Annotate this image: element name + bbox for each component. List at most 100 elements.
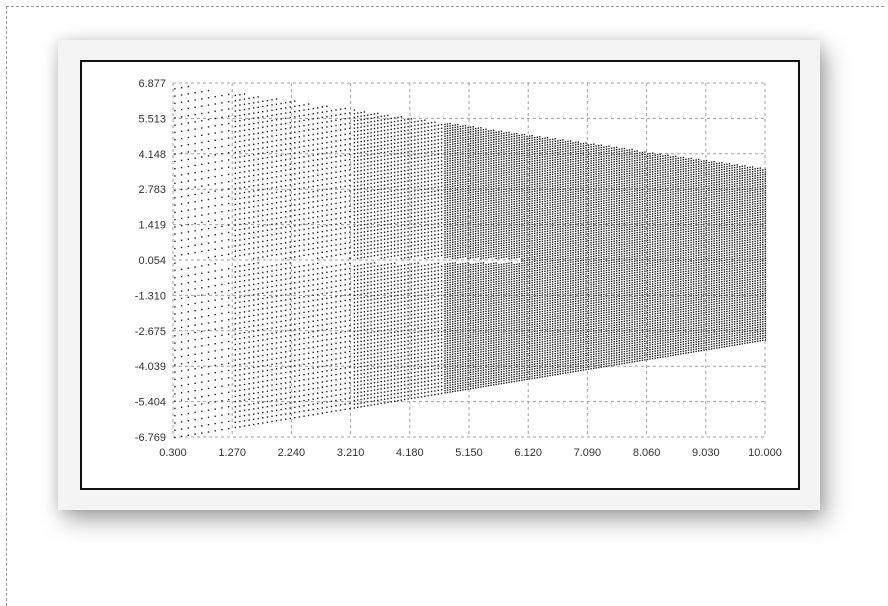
data-point	[431, 365, 432, 366]
data-point	[407, 351, 408, 352]
data-point	[460, 173, 461, 174]
data-point	[381, 239, 382, 240]
data-point	[384, 250, 385, 251]
data-point	[228, 355, 229, 356]
data-point	[404, 148, 405, 149]
data-point	[340, 233, 341, 234]
data-point	[441, 280, 442, 281]
data-point	[357, 254, 358, 255]
data-point	[364, 159, 365, 160]
data-point	[462, 368, 463, 369]
data-point	[208, 141, 209, 142]
data-point	[317, 304, 318, 305]
data-point	[452, 169, 453, 170]
data-point	[401, 367, 402, 368]
data-point	[377, 298, 378, 299]
data-point	[194, 288, 195, 289]
data-point	[421, 215, 422, 216]
data-point	[449, 214, 450, 215]
data-point	[460, 301, 461, 302]
data-point	[285, 170, 286, 171]
data-point	[322, 112, 323, 113]
data-point	[374, 382, 375, 383]
data-point	[434, 372, 435, 373]
data-point	[381, 163, 382, 164]
data-point	[417, 161, 418, 162]
data-point	[294, 163, 295, 164]
data-point	[244, 399, 245, 400]
data-point	[391, 343, 392, 344]
data-point	[367, 307, 368, 308]
data-point	[267, 416, 268, 417]
data-point	[313, 196, 314, 197]
data-point	[414, 230, 415, 231]
data-point	[417, 270, 418, 271]
data-point	[313, 378, 314, 379]
data-point	[421, 305, 422, 306]
data-point	[201, 229, 202, 230]
data-point	[411, 151, 412, 152]
data-point	[411, 194, 412, 195]
data-point	[441, 277, 442, 278]
data-point	[299, 136, 300, 137]
data-point	[449, 324, 450, 325]
data-point	[331, 178, 332, 179]
data-point	[349, 268, 350, 269]
data-point	[387, 253, 388, 254]
data-point	[248, 326, 249, 327]
data-point	[374, 302, 375, 303]
data-point	[460, 254, 461, 255]
data-point	[308, 389, 309, 390]
data-point	[345, 227, 346, 228]
data-point	[397, 153, 398, 154]
data-point	[460, 317, 461, 318]
data-point	[364, 220, 365, 221]
data-point	[253, 362, 254, 363]
data-point	[441, 175, 442, 176]
data-point	[391, 325, 392, 326]
data-point	[308, 155, 309, 156]
data-point	[401, 399, 402, 400]
data-point	[460, 373, 461, 374]
data-point	[452, 305, 453, 306]
data-point	[417, 328, 418, 329]
data-point	[421, 313, 422, 314]
data-point	[313, 383, 314, 384]
data-point	[444, 177, 445, 178]
data-point	[360, 210, 361, 211]
data-point	[208, 315, 209, 316]
data-point	[345, 238, 346, 239]
data-point	[449, 172, 450, 173]
data-point	[444, 138, 445, 139]
data-point	[331, 126, 332, 127]
data-point	[391, 198, 392, 199]
data-point	[244, 182, 245, 183]
data-point	[258, 304, 259, 305]
data-point	[444, 140, 445, 141]
data-point	[455, 299, 456, 300]
data-point	[444, 250, 445, 251]
data-point	[317, 346, 318, 347]
data-point	[367, 256, 368, 257]
data-point	[411, 340, 412, 341]
data-point	[441, 393, 442, 394]
data-point	[397, 200, 398, 201]
data-point	[367, 303, 368, 304]
data-point	[253, 388, 254, 389]
data-point	[411, 347, 412, 348]
data-point	[228, 246, 229, 247]
data-point	[367, 173, 368, 174]
data-point	[370, 157, 371, 158]
data-point	[253, 279, 254, 280]
data-point	[421, 334, 422, 335]
data-point	[280, 305, 281, 306]
data-point	[228, 326, 229, 327]
data-point	[384, 308, 385, 309]
data-point	[452, 314, 453, 315]
data-point	[387, 195, 388, 196]
data-point	[322, 210, 323, 211]
data-point	[438, 194, 439, 195]
data-point	[215, 169, 216, 170]
data-point	[384, 144, 385, 145]
data-point	[444, 126, 445, 127]
